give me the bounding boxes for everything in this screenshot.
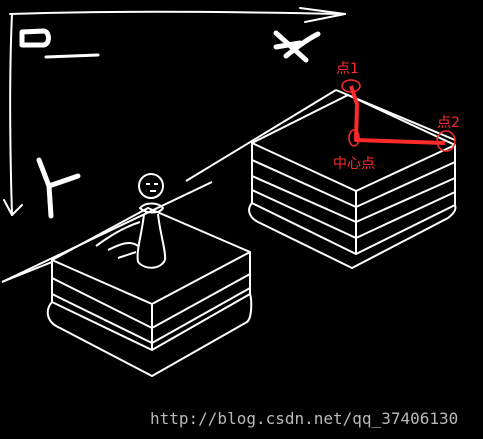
annotation-group: 点1 点2 中心点 bbox=[333, 61, 460, 172]
point2-label: 点2 bbox=[437, 115, 460, 131]
origin-letter-o: O bbox=[19, 28, 51, 48]
point2-marker bbox=[436, 130, 456, 152]
right-block bbox=[248, 94, 457, 269]
center-point-label: 中心点 bbox=[333, 156, 375, 172]
red-annotation-path bbox=[349, 85, 446, 145]
watermark-text: http://blog.csdn.net/qq_37406130 bbox=[150, 409, 458, 428]
point1-label: 点1 bbox=[336, 61, 359, 77]
point1-marker bbox=[341, 79, 361, 93]
x-axis bbox=[9, 7, 346, 23]
y-axis bbox=[3, 13, 23, 216]
origin-underline bbox=[44, 53, 100, 59]
left-block bbox=[1, 207, 253, 377]
chess-pawn bbox=[95, 173, 167, 269]
y-axis-letter: Y bbox=[36, 157, 81, 219]
x-axis-letter: X bbox=[273, 30, 321, 63]
floor-plane bbox=[1, 89, 456, 283]
center-point-marker bbox=[348, 129, 360, 147]
